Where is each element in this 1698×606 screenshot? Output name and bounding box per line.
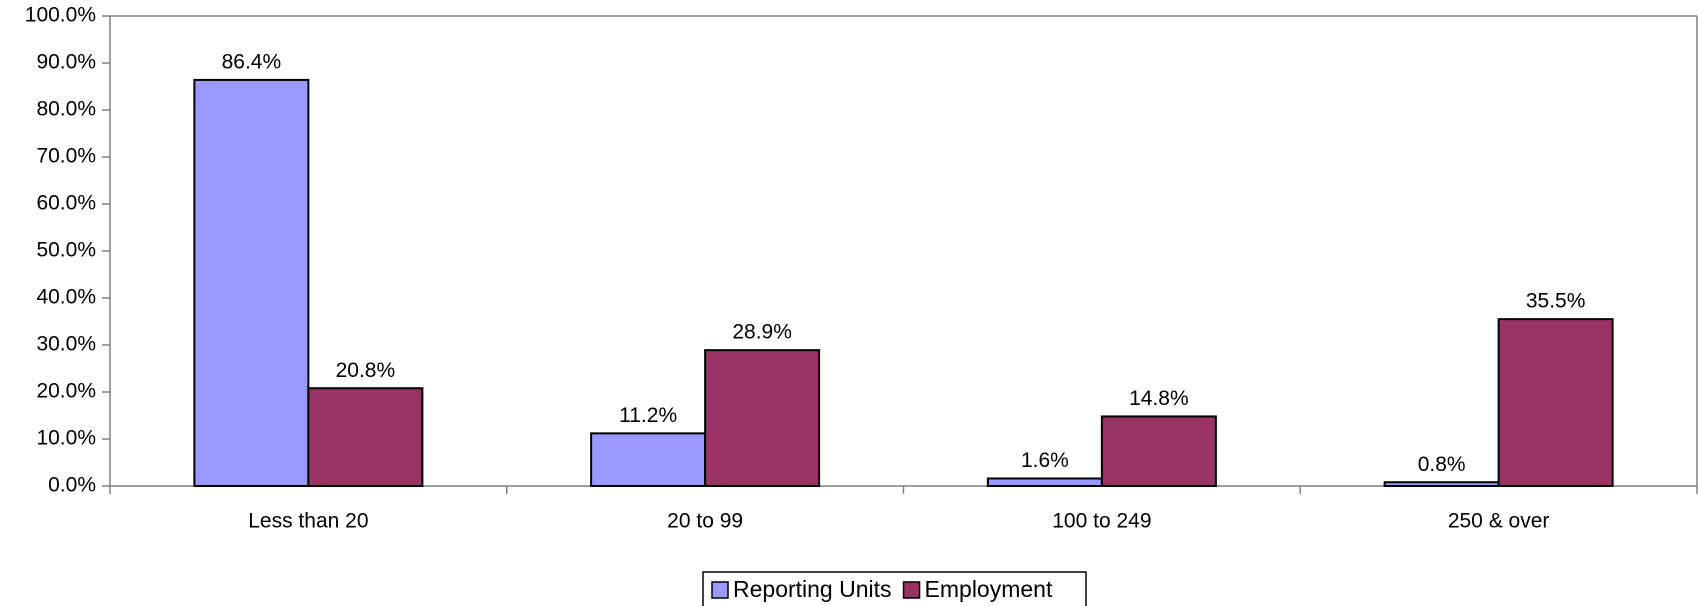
y-tick-label: 0.0% — [48, 474, 96, 497]
legend-label: Employment — [925, 576, 1053, 602]
value-label: 11.2% — [619, 404, 677, 427]
value-label: 86.4% — [222, 50, 282, 73]
y-tick-label: 90.0% — [36, 51, 96, 74]
value-label: 35.5% — [1526, 290, 1586, 313]
x-tick-label: 20 to 99 — [667, 510, 743, 533]
bar — [986, 477, 1103, 488]
x-tick-label: 100 to 249 — [1052, 510, 1151, 533]
bar — [1497, 318, 1614, 487]
value-label: 0.8% — [1418, 453, 1466, 476]
bar — [1100, 415, 1217, 487]
y-tick-label: 60.0% — [36, 192, 96, 215]
bar — [193, 78, 310, 487]
legend-box — [702, 571, 1087, 606]
y-tick-label: 80.0% — [36, 98, 96, 121]
y-tick-label: 50.0% — [36, 239, 96, 262]
bar — [1383, 481, 1500, 487]
y-tick-label: 10.0% — [36, 427, 96, 450]
bar — [307, 387, 424, 487]
legend-swatch — [902, 581, 921, 599]
x-tick-label: Less than 20 — [248, 510, 368, 533]
y-tick-label: 70.0% — [36, 145, 96, 168]
y-tick-label: 100.0% — [25, 4, 96, 27]
value-label: 14.8% — [1129, 387, 1189, 410]
value-label: 1.6% — [1021, 449, 1069, 472]
y-tick-label: 30.0% — [36, 333, 96, 356]
value-label: 28.9% — [732, 321, 792, 344]
y-tick-label: 40.0% — [36, 286, 96, 309]
legend-swatch — [711, 581, 729, 599]
value-label: 20.8% — [336, 359, 396, 382]
legend-label: Reporting Units — [733, 576, 892, 602]
bar — [590, 432, 707, 487]
bar — [704, 349, 821, 488]
x-tick-label: 250 & over — [1448, 510, 1550, 533]
y-tick-label: 20.0% — [36, 380, 96, 403]
